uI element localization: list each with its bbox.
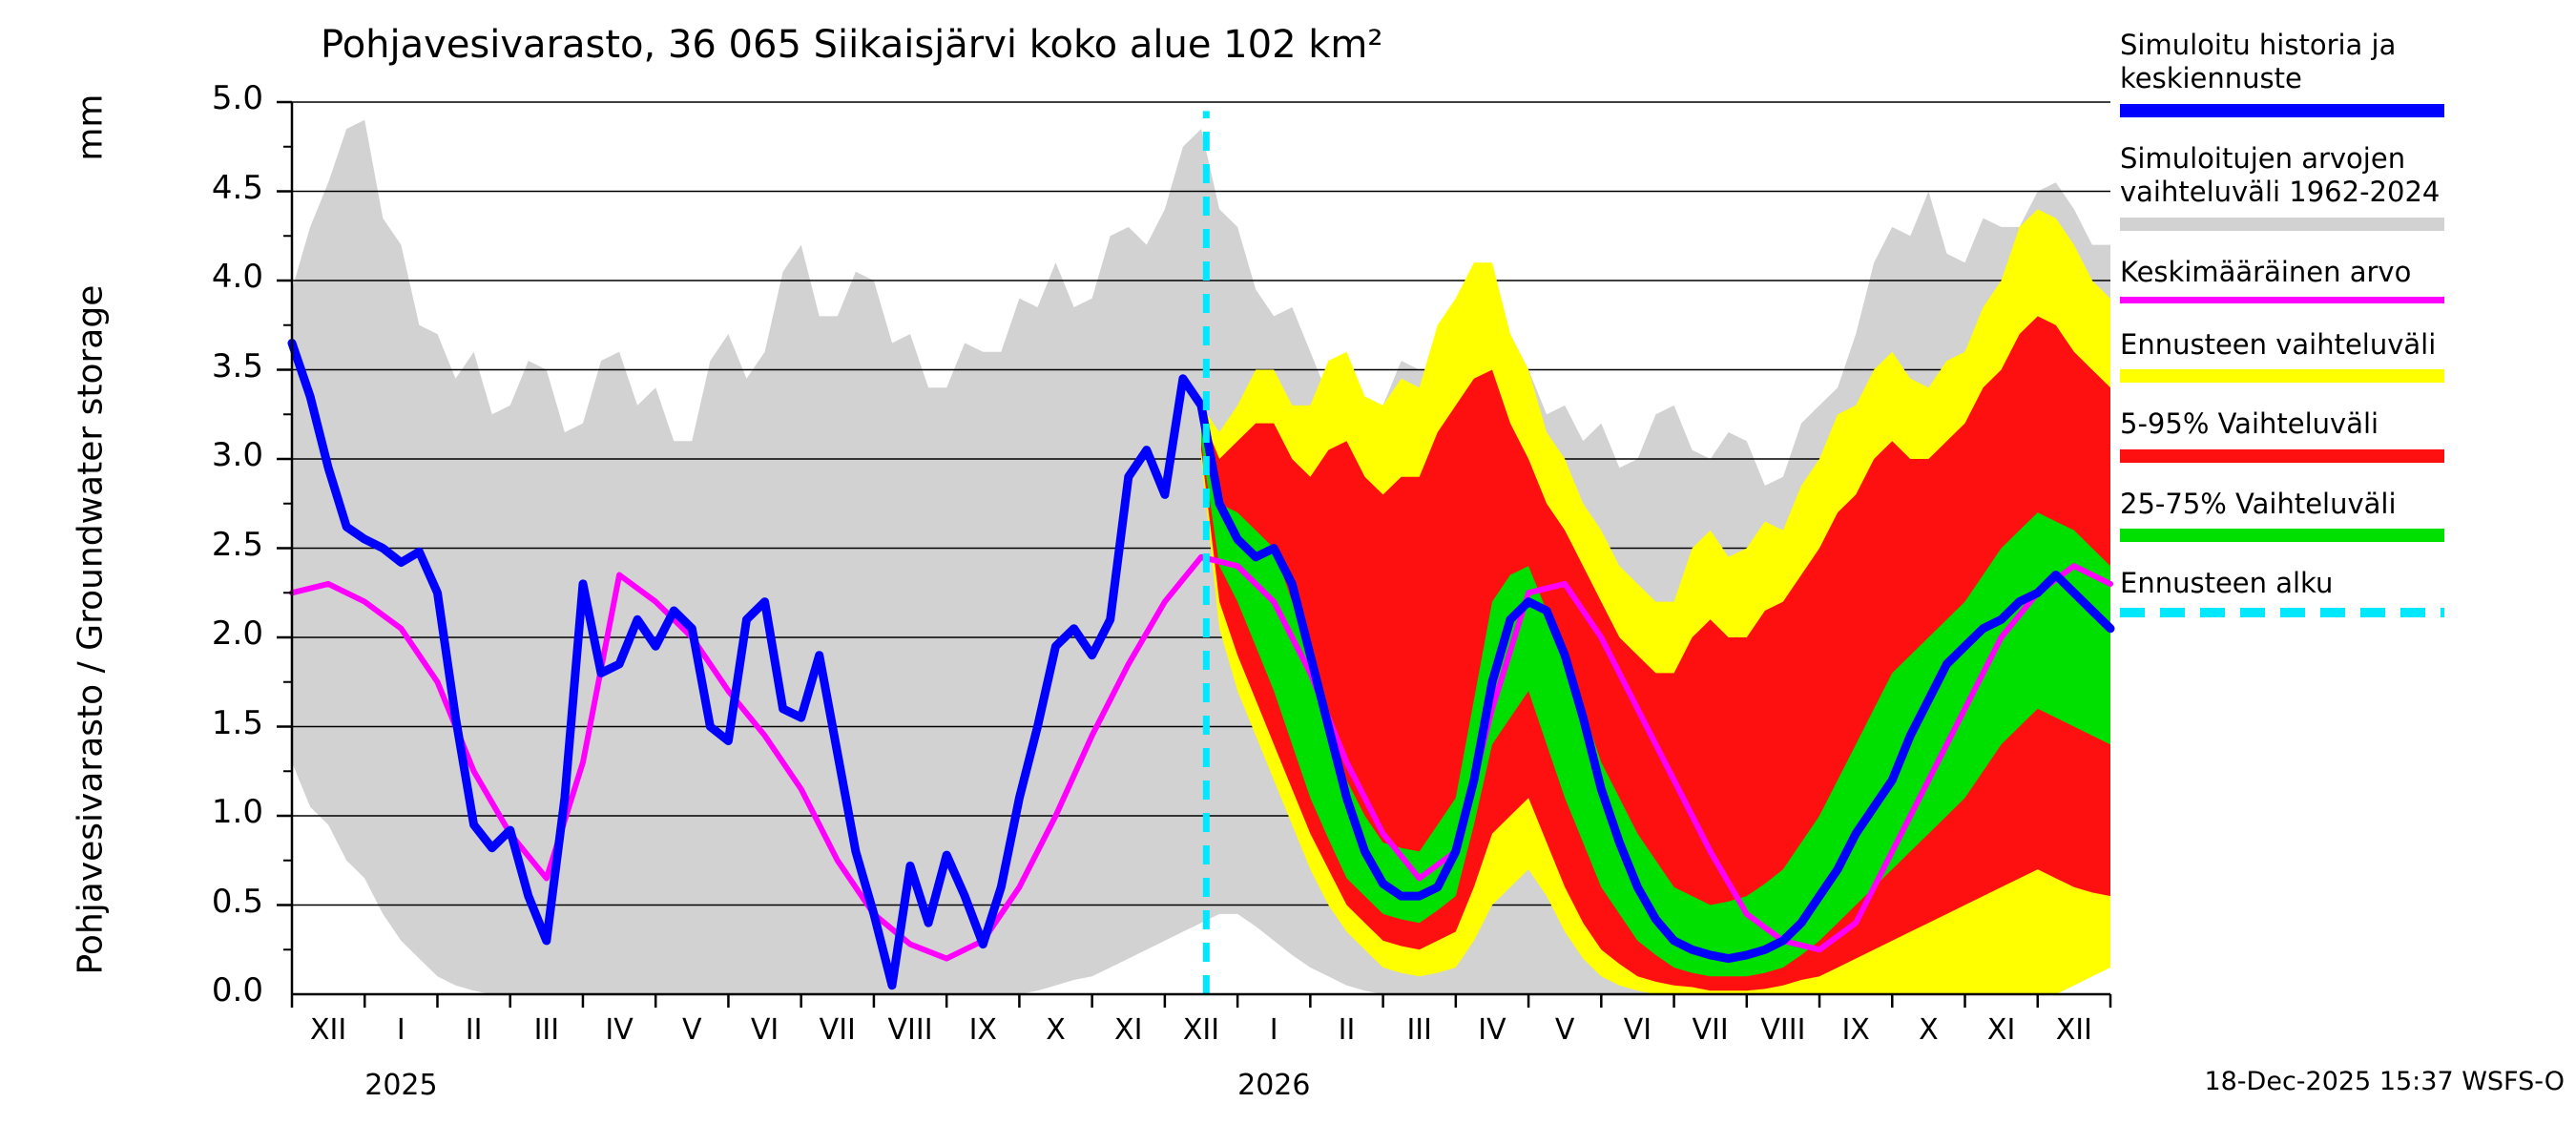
legend: Simuloitu historia ja keskiennuste Simulo… [2120,29,2570,642]
x-month-label: XI [1986,1013,2016,1047]
legend-color-bar [2120,369,2444,384]
x-month-label: III [1406,1013,1432,1047]
y-tick-label: 1.0 [211,793,263,831]
y-tick-label: 4.0 [211,258,263,296]
x-month-label: III [533,1013,560,1047]
y-tick-label: 1.5 [211,703,263,742]
y-tick-label: 3.0 [211,436,263,474]
line-mean-value [289,553,2113,962]
x-year-label: 2025 [364,1069,438,1102]
legend-color-bar [2120,448,2444,463]
x-month-label: XII [309,1013,347,1047]
y-axis-label: Pohjavesivarasto / Groundwater storage m… [72,94,111,974]
legend-item-2: Keskimääräinen arvo [2120,256,2570,303]
y-axis-label-text: Pohjavesivarasto / Groundwater storage [71,284,111,975]
y-tick-label: 0.0 [211,971,263,1010]
line-simulated-history-and-median-forecast [287,339,2115,990]
x-month-label: XI [1114,1013,1143,1047]
legend-label: Ennusteen vaihteluväli [2120,327,2437,361]
legend-item-3: Ennusteen vaihteluväli [2120,327,2570,384]
y-tick-label: 2.0 [211,614,263,653]
x-month-label: V [1554,1013,1575,1047]
legend-label: Simuloitu historia ja keskiennuste [2120,29,2397,95]
legend-label: Keskimääräinen arvo [2120,255,2412,288]
x-month-label: XII [2055,1013,2092,1047]
x-month-label: IX [968,1013,997,1047]
x-month-label: VII [1692,1013,1729,1047]
x-month-label: I [396,1013,405,1047]
legend-color-bar [2120,103,2444,117]
legend-label: Simuloitujen arvojen vaihteluväli 1962-2… [2120,141,2441,209]
legend-item-6: Ennusteen alku [2120,567,2570,618]
x-month-label: XII [1182,1013,1220,1047]
y-tick-label: 5.0 [211,79,263,117]
x-year-label: 2026 [1237,1069,1311,1102]
legend-item-5: 25-75% Vaihteluväli [2120,488,2570,542]
legend-label: Ennusteen alku [2120,567,2334,599]
y-tick-label: 4.5 [211,168,263,207]
x-month-label: IX [1841,1013,1870,1047]
x-month-label: VIII [887,1013,933,1047]
y-axis-unit: mm [71,94,111,161]
x-month-label: VII [819,1013,856,1047]
band-range-25-75 [1201,423,2110,977]
legend-color-bar [2120,529,2444,542]
x-month-label: II [465,1013,483,1047]
y-tick-label: 3.5 [211,346,263,385]
x-month-label: II [1338,1013,1356,1047]
legend-color-bar [2120,217,2444,231]
x-month-label: I [1269,1013,1278,1047]
y-tick-label: 0.5 [211,882,263,921]
legend-item-0: Simuloitu historia ja keskiennuste [2120,29,2570,117]
legend-color-bar [2120,296,2444,303]
y-tick-label: 2.5 [211,525,263,564]
x-month-label: V [682,1013,702,1047]
x-month-label: IV [1478,1013,1506,1047]
x-month-label: VIII [1760,1013,1806,1047]
x-month-label: X [1046,1013,1066,1047]
timestamp-label: 18-Dec-2025 15:37 WSFS-O [2204,1067,2565,1096]
legend-item-4: 5-95% Vaihteluväli [2120,407,2570,463]
x-month-label: X [1919,1013,1939,1047]
legend-color-bar [2120,608,2444,618]
chart-title: Pohjavesivarasto, 36 065 Siikaisjärvi ko… [321,23,1383,67]
legend-label: 5-95% Vaihteluväli [2120,407,2379,441]
x-month-label: VI [750,1013,779,1047]
x-month-label: VI [1623,1013,1652,1047]
x-month-label: IV [605,1013,634,1047]
legend-item-1: Simuloitujen arvojen vaihteluväli 1962-2… [2120,142,2570,231]
legend-label: 25-75% Vaihteluväli [2120,487,2397,520]
